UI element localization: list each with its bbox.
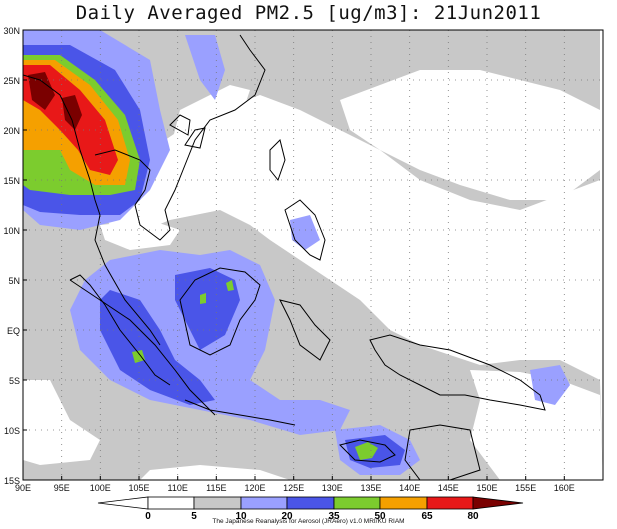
x-tick-label: 120E xyxy=(244,483,265,493)
colorbar-label: 5 xyxy=(191,511,197,522)
credit-text: The Japanese Reanalysis for Aerosol (JRA… xyxy=(212,518,405,525)
colorbar-label: 20 xyxy=(281,511,293,522)
colorbar xyxy=(97,496,524,510)
axis-ticks xyxy=(23,79,565,480)
x-tick-label: 115E xyxy=(206,483,226,493)
x-tick-label: 125E xyxy=(283,483,304,493)
map-title: Daily Averaged PM2.5 [ug/m3]: 21Jun2011 xyxy=(75,2,542,24)
y-tick-label: 10N xyxy=(3,226,20,236)
colorbar-cell xyxy=(333,496,381,510)
y-tick-label: 10S xyxy=(4,426,20,436)
x-tick-label: 110E xyxy=(168,483,188,493)
x-tick-label: 90E xyxy=(15,483,31,493)
colorbar-cell xyxy=(379,496,428,510)
colorbar-label: 50 xyxy=(374,511,386,522)
x-tick-label: 105E xyxy=(128,483,149,493)
x-tick-label: 150E xyxy=(476,483,497,493)
y-tick-label: 25N xyxy=(3,76,20,86)
colorbar-labels: 0 5 10 20 35 50 65 80 xyxy=(145,511,479,522)
x-tick-label: 100E xyxy=(90,483,111,493)
pm25-field xyxy=(23,30,603,480)
y-tick-label: EQ xyxy=(7,326,20,336)
map-frame xyxy=(22,29,604,481)
colorbar-cell xyxy=(286,496,335,510)
y-tick-label: 20N xyxy=(3,126,20,136)
colorbar-cell xyxy=(472,496,524,510)
colorbar-label: 65 xyxy=(421,511,433,522)
colorbar-cell xyxy=(240,496,288,510)
y-axis-labels: 30N 25N 20N 15N 10N 5N EQ 5S 10S 15S xyxy=(3,26,20,486)
colorbar-cell xyxy=(426,496,474,510)
colorbar-label: 0 xyxy=(145,511,151,522)
x-tick-label: 160E xyxy=(554,483,575,493)
x-tick-label: 95E xyxy=(54,483,70,493)
colorbar-label: 10 xyxy=(235,511,247,522)
pm25-band-0-10 xyxy=(23,70,603,480)
coastlines xyxy=(23,34,546,480)
y-tick-label: 5N xyxy=(8,276,20,286)
x-tick-label: 145E xyxy=(438,483,459,493)
x-axis-labels: 90E 95E 100E 105E 110E 115E 120E 125E 13… xyxy=(15,483,575,493)
y-tick-label: 15S xyxy=(4,476,20,486)
colorbar-cell xyxy=(147,496,195,510)
colorbar-label: 35 xyxy=(328,511,340,522)
y-tick-label: 15N xyxy=(3,176,20,186)
y-tick-label: 5S xyxy=(9,376,20,386)
y-tick-label: 30N xyxy=(3,26,20,36)
colorbar-cell xyxy=(97,496,149,510)
colorbar-label: 80 xyxy=(467,511,479,522)
x-tick-label: 140E xyxy=(399,483,420,493)
colorbar-cell xyxy=(193,496,242,510)
pm25-band-max xyxy=(28,72,82,130)
x-tick-label: 155E xyxy=(515,483,536,493)
x-tick-label: 130E xyxy=(322,483,343,493)
x-tick-label: 135E xyxy=(360,483,381,493)
